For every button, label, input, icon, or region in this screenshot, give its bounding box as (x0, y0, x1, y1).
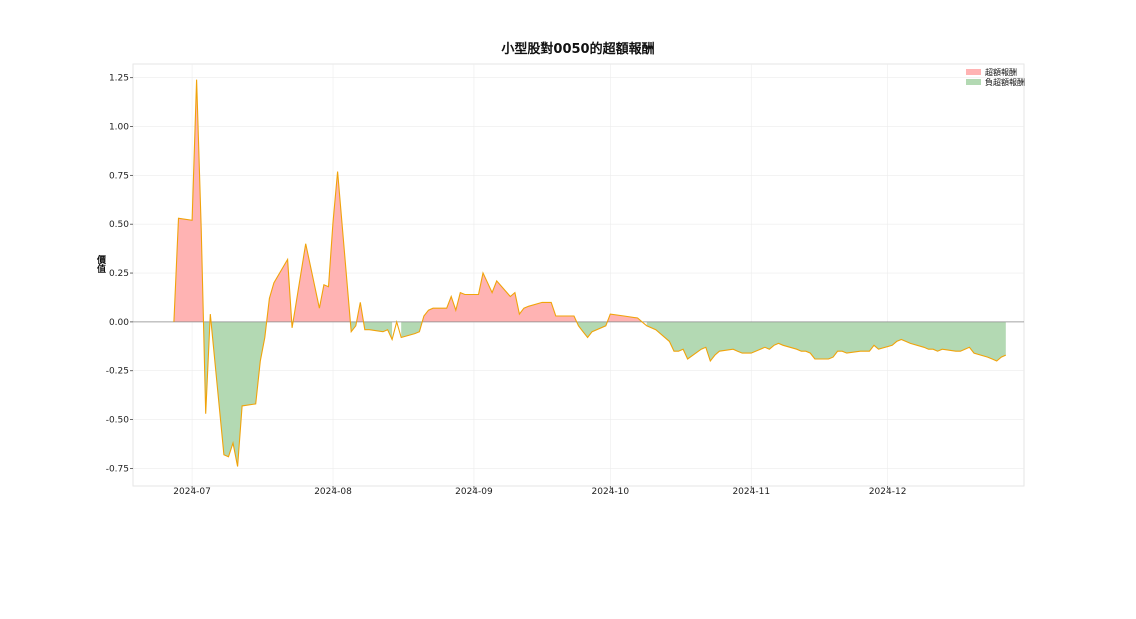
positive-area (293, 171, 351, 322)
x-tick-label: 2024-12 (869, 487, 907, 497)
x-tick-label: 2024-07 (173, 487, 211, 497)
negative-area (646, 321, 1006, 361)
x-tick-label: 2024-09 (455, 487, 493, 497)
grid-layer (133, 64, 1024, 486)
legend-swatch-negative (966, 79, 981, 85)
x-tick-label: 2024-11 (732, 487, 770, 497)
x-tick-label: 2024-08 (314, 487, 352, 497)
area-layer (173, 79, 1006, 467)
line-layer (173, 79, 1007, 467)
y-tick-label: -0.75 (106, 464, 129, 474)
y-tick-label: 0.00 (109, 318, 129, 328)
y-tick-label: 1.00 (109, 123, 129, 133)
positive-area (173, 79, 204, 322)
negative-area (401, 321, 423, 338)
negative-area (203, 321, 210, 414)
positive-area (422, 273, 577, 322)
x-axis-ticks: 2024-07 2024-08 2024-09 2024-10 2024-11 2024-… (173, 486, 906, 497)
negative-area (576, 321, 608, 338)
y-tick-label: -0.25 (106, 367, 129, 377)
positive-area (607, 314, 643, 322)
positive-area (266, 259, 292, 322)
legend-label-negative: 負超額報酬 (985, 77, 1025, 87)
legend: 超額報酬 負超額報酬 (966, 67, 1025, 87)
y-tick-label: -0.50 (106, 416, 130, 426)
plot-area (132, 63, 1025, 487)
y-axis-label: 價值 (95, 254, 107, 274)
y-axis-ticks: -0.75 -0.50 -0.25 0.00 0.25 0.50 0.75 1.00 1.25 (106, 74, 133, 474)
x-tick-label: 2024-10 (592, 487, 630, 497)
y-tick-label: 0.25 (109, 269, 129, 279)
legend-label-positive: 超額報酬 (985, 67, 1017, 77)
negative-area (211, 321, 267, 467)
chart-title: 小型股對0050的超額報酬 (501, 41, 654, 57)
y-tick-label: 0.50 (109, 220, 129, 230)
negative-area (350, 321, 357, 332)
excess-return-line (173, 79, 1007, 467)
y-tick-label: 1.25 (109, 74, 129, 84)
legend-swatch-positive (966, 69, 981, 75)
positive-area (356, 302, 364, 322)
y-tick-label: 0.75 (109, 171, 129, 181)
